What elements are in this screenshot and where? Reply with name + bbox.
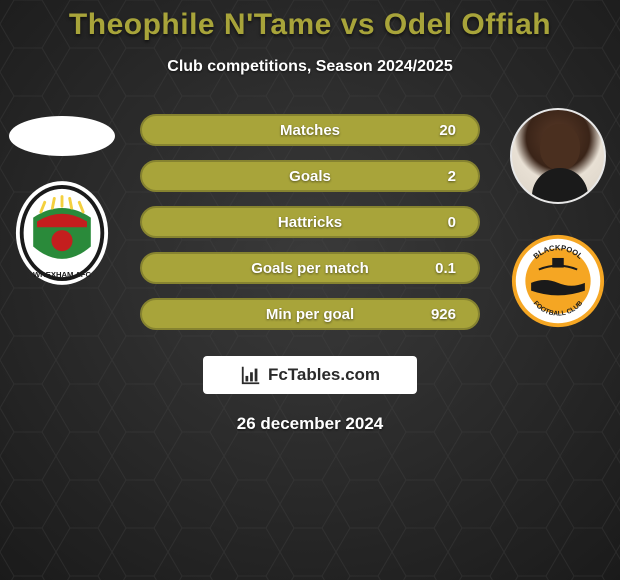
stat-right-value: 0.1 — [416, 260, 456, 277]
stat-bars: Matches20Goals2Hattricks0Goals per match… — [140, 114, 480, 330]
stat-bar: Goals per match0.1 — [140, 252, 480, 284]
left-player-avatar — [9, 116, 115, 156]
stat-label: Goals — [204, 168, 416, 185]
stat-bar: Hattricks0 — [140, 206, 480, 238]
stat-label: Min per goal — [204, 306, 416, 323]
stat-bar: Min per goal926 — [140, 298, 480, 330]
stat-right-value: 20 — [416, 122, 456, 139]
fctables-badge: FcTables.com — [203, 356, 417, 394]
right-club-crest: BLACKPOOL FOOTBALL CLUB — [510, 226, 606, 336]
stat-bar: Matches20 — [140, 114, 480, 146]
stat-right-value: 2 — [416, 168, 456, 185]
comparison-title: Theophile N'Tame vs Odel Offiah — [0, 0, 620, 42]
stat-right-value: 0 — [416, 214, 456, 231]
bar-chart-icon — [240, 364, 262, 386]
stat-bar: Goals2 — [140, 160, 480, 192]
stat-label: Matches — [204, 122, 416, 139]
left-player-column: WREXHAM AFC — [2, 108, 122, 288]
stat-label: Hattricks — [204, 214, 416, 231]
season-subtitle: Club competitions, Season 2024/2025 — [0, 58, 620, 76]
left-club-crest: WREXHAM AFC — [14, 178, 110, 288]
right-player-avatar — [510, 108, 606, 204]
stat-label: Goals per match — [204, 260, 416, 277]
svg-text:WREXHAM AFC: WREXHAM AFC — [33, 270, 92, 279]
badge-text: FcTables.com — [268, 365, 380, 385]
comparison-body: WREXHAM AFC Matches20Goals2Hattricks0Goa… — [0, 108, 620, 336]
date-text: 26 december 2024 — [0, 414, 620, 434]
stat-right-value: 926 — [416, 306, 456, 323]
right-player-column: BLACKPOOL FOOTBALL CLUB — [498, 108, 618, 336]
